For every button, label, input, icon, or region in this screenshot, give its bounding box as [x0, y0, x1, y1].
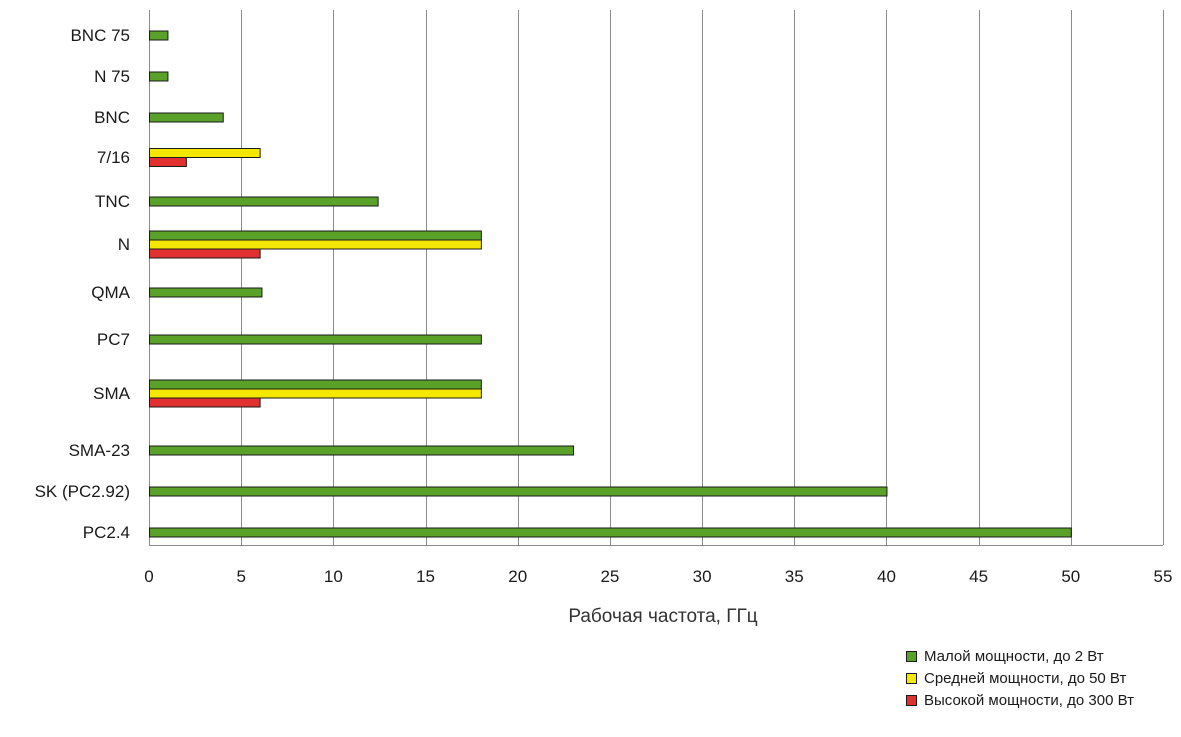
legend-swatch [906, 650, 917, 662]
bar [149, 397, 261, 408]
bar [149, 287, 263, 298]
legend-label: Высокой мощности, до 300 Вт [924, 691, 1134, 709]
bar [149, 388, 482, 399]
category-label: SMA [93, 384, 131, 403]
legend: Малой мощности, до 2 Вт Средней мощности… [906, 645, 1134, 711]
bar [149, 486, 888, 497]
bars [149, 30, 1072, 538]
x-tick-label: 5 [236, 567, 245, 586]
bar [149, 30, 169, 41]
bar [149, 527, 1072, 538]
bar [149, 379, 482, 390]
legend-item-medium-power: Средней мощности, до 50 Вт [906, 667, 1134, 689]
x-tick-label: 10 [324, 567, 343, 586]
x-tick-label: 15 [416, 567, 435, 586]
category-label: SMA-23 [69, 441, 130, 460]
x-tick-label: 45 [969, 567, 988, 586]
legend-swatch [906, 672, 917, 684]
x-tick-labels: 0 5 10 15 20 25 30 35 40 45 50 55 [144, 567, 1172, 586]
category-label: TNC [95, 192, 130, 211]
category-label: PC7 [97, 330, 130, 349]
x-axis-title: Рабочая частота, ГГц [568, 606, 757, 627]
x-tick-label: 50 [1061, 567, 1080, 586]
x-tick-label: 40 [877, 567, 896, 586]
x-tick-label: 25 [600, 567, 619, 586]
bar [149, 112, 224, 123]
legend-label: Малой мощности, до 2 Вт [924, 647, 1104, 665]
legend-item-high-power: Высокой мощности, до 300 Вт [906, 689, 1134, 711]
x-tick-label: 20 [508, 567, 527, 586]
category-label: 7/16 [97, 148, 130, 167]
category-label: SK (PC2.92) [35, 482, 130, 501]
gridlines [149, 10, 1164, 546]
bar [149, 334, 482, 345]
x-tick-label: 0 [144, 567, 153, 586]
x-tick-label: 55 [1154, 567, 1173, 586]
category-label: N 75 [94, 67, 130, 86]
bar [149, 148, 261, 158]
bar [149, 239, 482, 250]
bar [149, 71, 169, 82]
category-label: N [118, 235, 130, 254]
x-tick-label: 30 [693, 567, 712, 586]
category-label: BNC [94, 108, 130, 127]
legend-item-low-power: Малой мощности, до 2 Вт [906, 645, 1134, 667]
bar [149, 230, 482, 241]
category-label: PC2.4 [83, 523, 130, 542]
x-tick-label: 35 [785, 567, 804, 586]
legend-label: Средней мощности, до 50 Вт [924, 669, 1127, 687]
category-labels: BNC 75 N 75 BNC 7/16 TNC N QMA PC7 SMA SMA-23 SK (… [35, 26, 131, 542]
bar [149, 196, 379, 207]
bar [149, 445, 575, 456]
category-label: QMA [91, 283, 130, 302]
category-label: BNC 75 [70, 26, 130, 45]
legend-swatch [906, 694, 917, 706]
bar [149, 248, 261, 259]
bar [149, 157, 187, 167]
